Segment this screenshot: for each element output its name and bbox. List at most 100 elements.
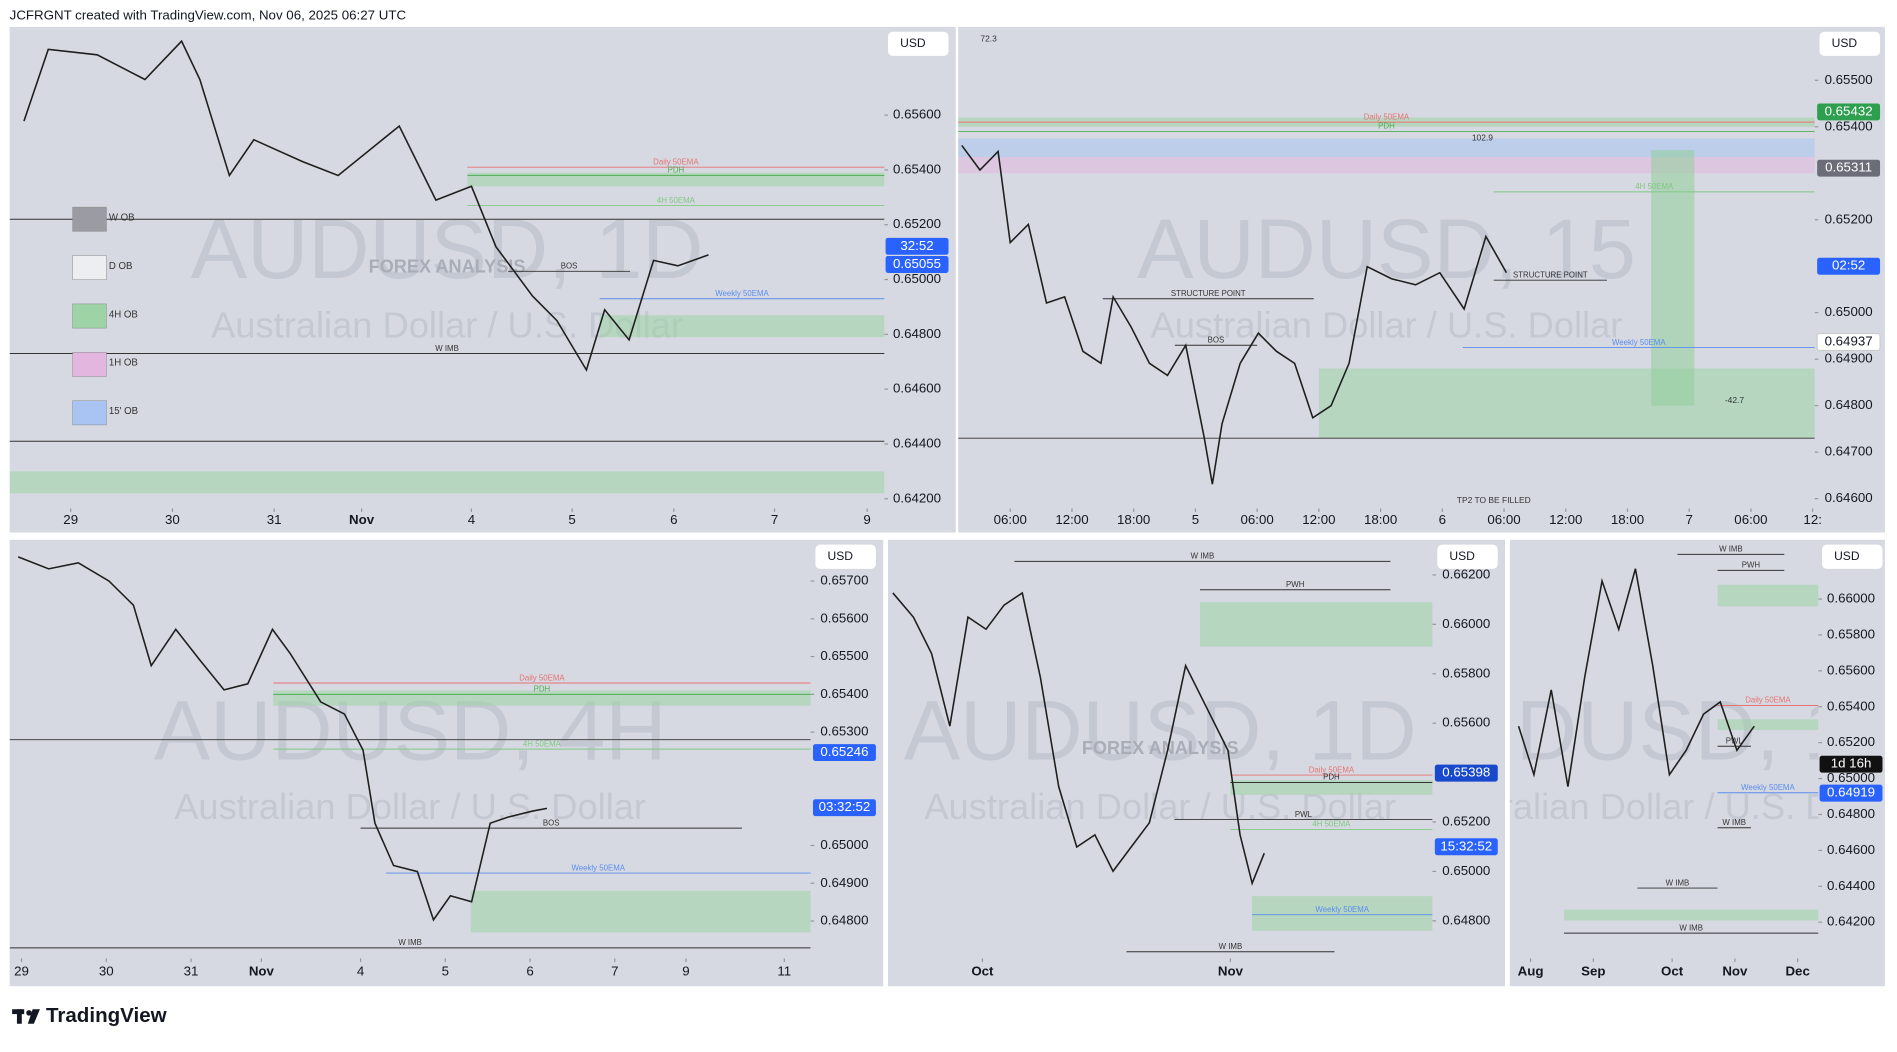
zone [470, 890, 811, 933]
y-tick-label: 0.64400 [1827, 878, 1875, 893]
x-tick-label: 6 [1439, 512, 1446, 527]
price-line [1517, 568, 1755, 787]
level-label: Daily 50EMA [1745, 696, 1791, 705]
level-label: W IMB [1719, 545, 1743, 554]
timer-tag [1817, 257, 1881, 275]
x-tick-label: Sep [1581, 963, 1605, 978]
x-tick-label: 7 [771, 512, 778, 527]
level-label: Weekly 50EMA [571, 863, 625, 872]
y-tick-label: 0.64600 [893, 381, 941, 396]
level-label: PDH [534, 685, 551, 694]
level-label: 4H 50EMA [1635, 182, 1674, 191]
level-label: PDH [668, 166, 685, 175]
currency-button[interactable] [1821, 544, 1883, 569]
y-tick-label: 0.64400 [893, 435, 941, 450]
x-tick-label: 30 [165, 512, 180, 527]
chart-panel: AUDUSD, 15 Australian Dollar / U.S. Dolla… [958, 26, 1885, 533]
currency-button[interactable] [815, 544, 876, 569]
x-tick-label: Dec [1785, 963, 1809, 978]
level-label: Daily 50EMA [1309, 765, 1355, 774]
price-tag [885, 256, 949, 273]
level-label: PWH [1742, 561, 1761, 570]
zone [1200, 602, 1433, 647]
y-tick-label: 0.64600 [1827, 842, 1875, 857]
x-tick-label: 6 [526, 963, 533, 978]
legend-label: 15' OB [109, 406, 138, 417]
level-label: PDH [1323, 773, 1340, 782]
y-tick-label: 0.65000 [1827, 770, 1875, 785]
y-tick-label: 0.65800 [1442, 665, 1490, 680]
legend-label: 4H OB [109, 309, 138, 320]
level-label: PWH [1286, 580, 1305, 589]
x-tick-label: 12:00 [1055, 512, 1088, 527]
watermark: Australian Dollar / U.S. Dollar [174, 786, 646, 827]
price-tag [1819, 784, 1883, 802]
x-tick-label: Nov [349, 512, 375, 527]
price-line [961, 144, 1508, 485]
level-label: W IMB [1191, 552, 1215, 561]
x-tick-label: 29 [63, 512, 78, 527]
level-label: STRUCTURE POINT [1513, 270, 1588, 279]
x-tick-label: 29 [14, 963, 29, 978]
watermark: AUDUSD, 1D [904, 682, 1417, 777]
price-tag-label: 0.65398 [1442, 765, 1490, 780]
x-tick-label: 30 [99, 963, 114, 978]
annotation: 72.3 [980, 34, 997, 44]
timer-label: 03:32:52 [819, 799, 871, 814]
level-label: 4H 50EMA [1312, 820, 1351, 829]
zone [9, 471, 885, 494]
y-tick-label: 0.65600 [893, 107, 941, 122]
y-tick-label: 0.64200 [893, 490, 941, 505]
y-tick-label: 0.65600 [1827, 662, 1875, 677]
x-tick-label: 11 [777, 963, 791, 978]
y-tick-label: 0.65000 [1442, 863, 1490, 878]
level-label: PWL [1295, 810, 1313, 819]
x-tick-label: 06:00 [994, 512, 1027, 527]
level-label: BOS [543, 818, 560, 827]
x-tick-label: 06:00 [1487, 512, 1520, 527]
currency-button[interactable] [1819, 31, 1881, 56]
x-tick-label: 4 [468, 512, 475, 527]
price-tag-label: 0.64919 [1827, 785, 1875, 800]
currency-label[interactable]: USD [1832, 36, 1858, 50]
x-tick-label: 12: [1803, 512, 1821, 527]
timer-tag [1434, 838, 1498, 856]
timer-tag [1819, 755, 1883, 773]
timer-label: 32:52 [900, 238, 933, 253]
panel-background [9, 26, 956, 533]
level-label: Daily 50EMA [519, 673, 565, 682]
x-tick-label: 5 [1192, 512, 1199, 527]
price-line [892, 591, 1265, 886]
currency-button[interactable] [888, 31, 949, 56]
brand-watermark: FOREX ANALYSIS [369, 256, 526, 276]
level-label: 4H 50EMA [657, 196, 696, 205]
x-tick-label: 18:00 [1364, 512, 1397, 527]
y-tick-label: 0.66000 [1442, 616, 1490, 631]
currency-label[interactable]: USD [1834, 549, 1860, 563]
plot-area: AUDUSD, 15 Australian Dollar / U.S. Dolla… [958, 34, 1815, 505]
currency-label[interactable]: USD [1449, 549, 1475, 563]
zone [1252, 896, 1433, 931]
level-label: W IMB [435, 344, 459, 353]
zone [599, 315, 885, 338]
y-tick-label: 0.65200 [1827, 734, 1875, 749]
zone [1651, 150, 1695, 406]
y-tick-label: 0.65500 [820, 648, 868, 663]
y-tick-label: 0.65400 [820, 686, 868, 701]
currency-label[interactable]: USD [828, 549, 854, 563]
price-tag [1817, 159, 1881, 177]
price-tag-label: 0.65432 [1825, 103, 1873, 118]
x-tick-label: 9 [682, 963, 689, 978]
y-tick-label: 0.65700 [820, 573, 868, 588]
price-line [23, 39, 709, 372]
price-tag-label: 0.65246 [820, 744, 868, 759]
currency-button[interactable] [1437, 544, 1498, 569]
currency-label[interactable]: USD [900, 36, 926, 50]
timer-tag [885, 237, 949, 255]
